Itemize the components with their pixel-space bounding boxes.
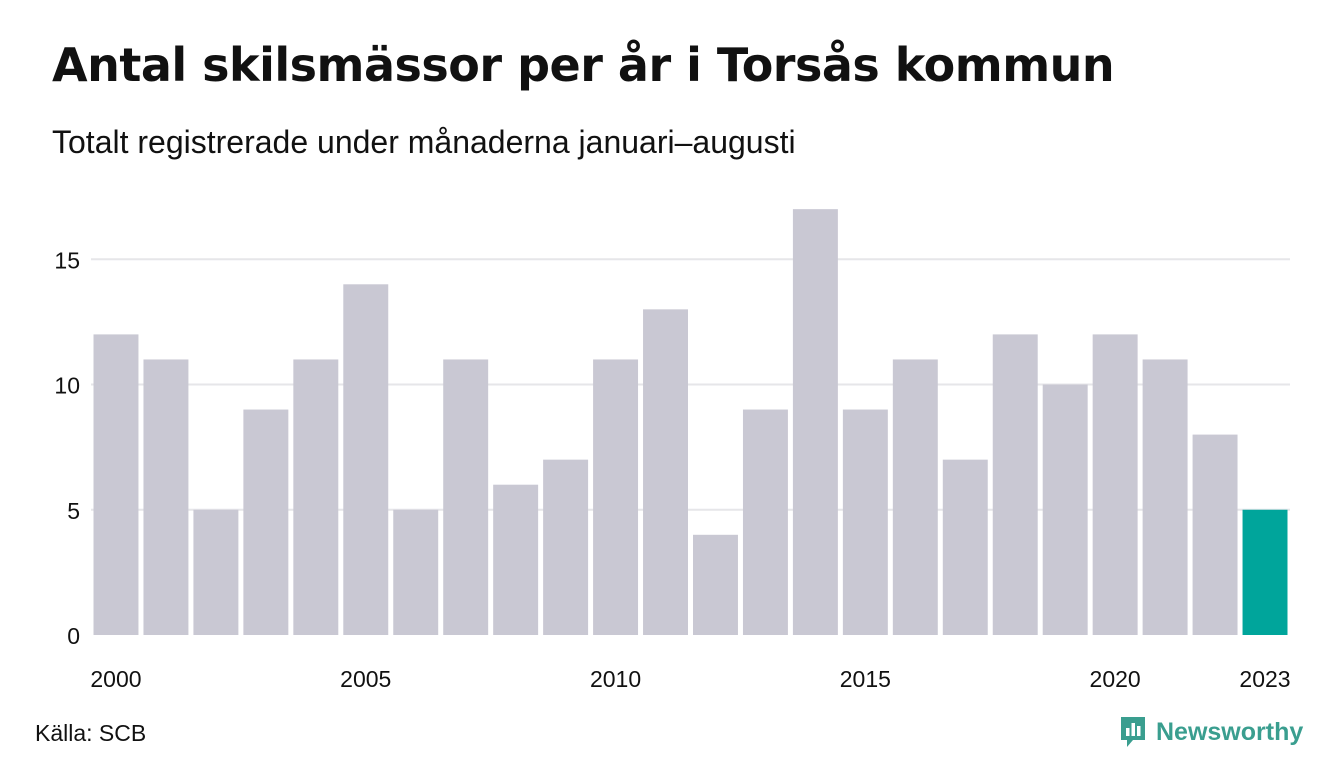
y-axis-ticks: 0 5 10 15 xyxy=(54,247,80,649)
bar-2011 xyxy=(643,309,688,635)
bar-2002 xyxy=(193,509,239,635)
source-note: Källa: SCB xyxy=(35,720,147,746)
gridlines xyxy=(91,258,1290,511)
bar-2005 xyxy=(343,284,389,635)
bar-2012 xyxy=(693,534,738,635)
bar-2016 xyxy=(892,359,938,635)
bar-2017 xyxy=(942,459,988,635)
bar-2006 xyxy=(393,509,439,635)
x-tick-label: 2010 xyxy=(590,666,641,692)
newsworthy-logo-icon xyxy=(1121,717,1145,747)
bar-2009 xyxy=(543,459,589,635)
bar-2022 xyxy=(1192,434,1238,635)
brand-logo: Newsworthy xyxy=(1118,714,1303,750)
chart-title: Antal skilsmässor per år i Torsås kommun xyxy=(52,38,1115,92)
bar-2023 xyxy=(1242,509,1288,635)
bar-2000 xyxy=(93,334,139,635)
bar-2014 xyxy=(792,209,838,635)
chart-subtitle: Totalt registrerade under månaderna janu… xyxy=(52,124,796,160)
bar-2007 xyxy=(443,359,489,635)
bar-2021 xyxy=(1142,359,1188,635)
y-tick-label: 15 xyxy=(54,247,80,273)
y-tick-label: 0 xyxy=(67,623,80,649)
bar-2008 xyxy=(493,484,539,635)
bar-2018 xyxy=(992,334,1038,635)
bar-2003 xyxy=(243,409,289,635)
x-tick-label: 2000 xyxy=(90,666,141,692)
x-tick-label: 2005 xyxy=(340,666,391,692)
bar-2020 xyxy=(1092,334,1138,635)
y-tick-label: 5 xyxy=(67,498,80,524)
y-tick-label: 10 xyxy=(54,373,80,399)
x-tick-label: 2023 xyxy=(1239,666,1290,692)
x-tick-label: 2020 xyxy=(1090,666,1141,692)
bars xyxy=(93,209,1288,635)
x-tick-label: 2015 xyxy=(840,666,891,692)
bar-2019 xyxy=(1042,384,1088,635)
bar-2010 xyxy=(593,359,639,635)
bar-2013 xyxy=(742,409,788,635)
bar-2015 xyxy=(842,409,888,635)
bar-2001 xyxy=(143,359,189,635)
bar-chart: 0 5 10 15 2000 2005 2010 2015 2020 2023 xyxy=(54,209,1291,692)
brand-name: Newsworthy xyxy=(1156,717,1304,746)
bar-2004 xyxy=(293,359,339,635)
x-axis-ticks: 2000 2005 2010 2015 2020 2023 xyxy=(90,666,1290,692)
